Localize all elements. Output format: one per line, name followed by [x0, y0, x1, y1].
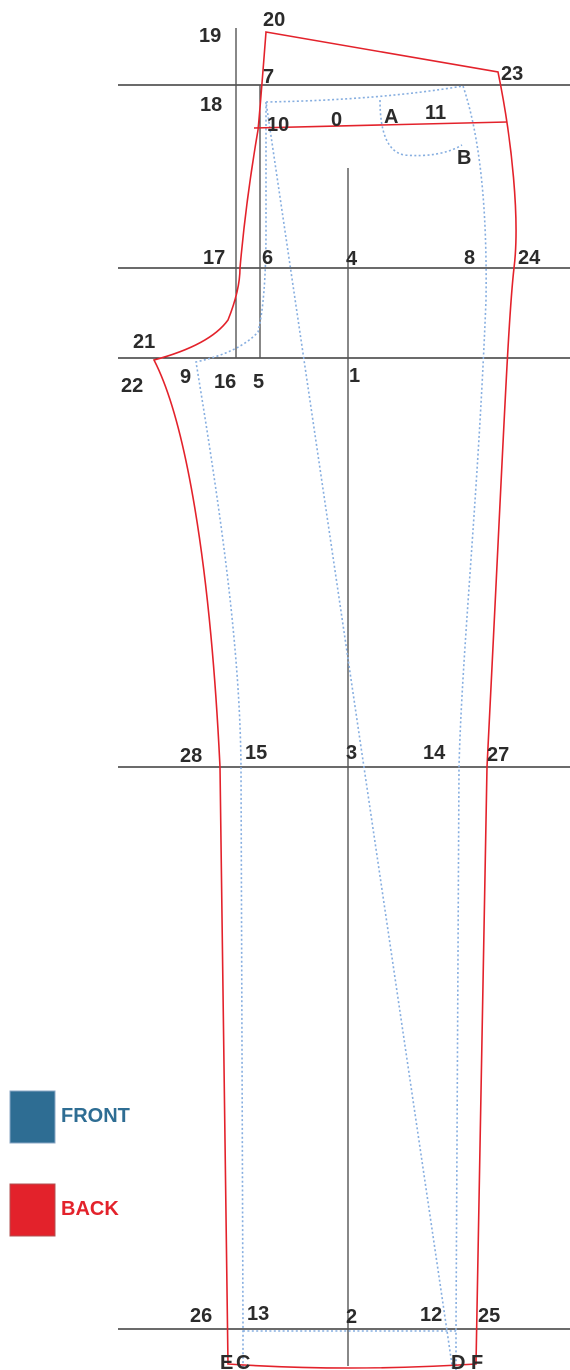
point-label-27: 27 [487, 744, 509, 766]
point-label-23: 23 [501, 63, 523, 85]
point-label-E: E [220, 1352, 233, 1370]
back-legend-swatch [9, 1183, 56, 1237]
point-label-9: 9 [180, 366, 191, 388]
front-pattern-outline [195, 85, 487, 1370]
point-label-A: A [384, 106, 398, 128]
back-pattern-outline [152, 31, 517, 1369]
point-label-B: B [457, 147, 471, 169]
point-label-2: 2 [346, 1306, 357, 1328]
back-main-outline [152, 31, 517, 1369]
back-legend-label: BACK [61, 1198, 119, 1220]
back-waistband-line [253, 121, 508, 129]
horizontal-guides [118, 84, 570, 1330]
point-label-14: 14 [423, 742, 446, 764]
point-label-D: D [451, 1352, 465, 1370]
point-label-12: 12 [420, 1304, 442, 1326]
point-label-7: 7 [263, 66, 274, 88]
point-label-25: 25 [478, 1305, 500, 1327]
point-label-15: 15 [245, 742, 267, 764]
point-label-0: 0 [331, 109, 342, 131]
vertical-guides [235, 28, 349, 1366]
point-labels: 20 19 23 7 18 0 A 11 10 B 17 6 4 8 24 21… [121, 9, 541, 1370]
point-label-4: 4 [346, 248, 358, 270]
point-label-16: 16 [214, 371, 236, 393]
point-label-17: 17 [203, 247, 225, 269]
point-label-28: 28 [180, 745, 202, 767]
point-label-13: 13 [247, 1303, 269, 1325]
point-label-3: 3 [346, 742, 357, 764]
front-legend-swatch [9, 1090, 56, 1144]
point-label-11: 11 [425, 102, 446, 124]
point-label-6: 6 [262, 247, 273, 269]
point-label-1: 1 [349, 365, 360, 387]
front-legend-label: FRONT [61, 1105, 130, 1127]
point-label-22: 22 [121, 375, 143, 397]
point-label-26: 26 [190, 1305, 212, 1327]
point-label-5: 5 [253, 371, 264, 393]
front-main-outline [195, 85, 487, 1370]
point-label-F: F [471, 1352, 483, 1370]
legend: FRONT BACK [9, 1090, 130, 1237]
point-label-C: C [236, 1352, 250, 1370]
point-label-19: 19 [199, 25, 221, 47]
point-label-20: 20 [263, 9, 285, 31]
point-label-8: 8 [464, 247, 475, 269]
point-label-21: 21 [133, 331, 155, 353]
point-label-10: 10 [267, 114, 289, 136]
point-label-18: 18 [200, 94, 222, 116]
point-label-24: 24 [518, 247, 541, 269]
